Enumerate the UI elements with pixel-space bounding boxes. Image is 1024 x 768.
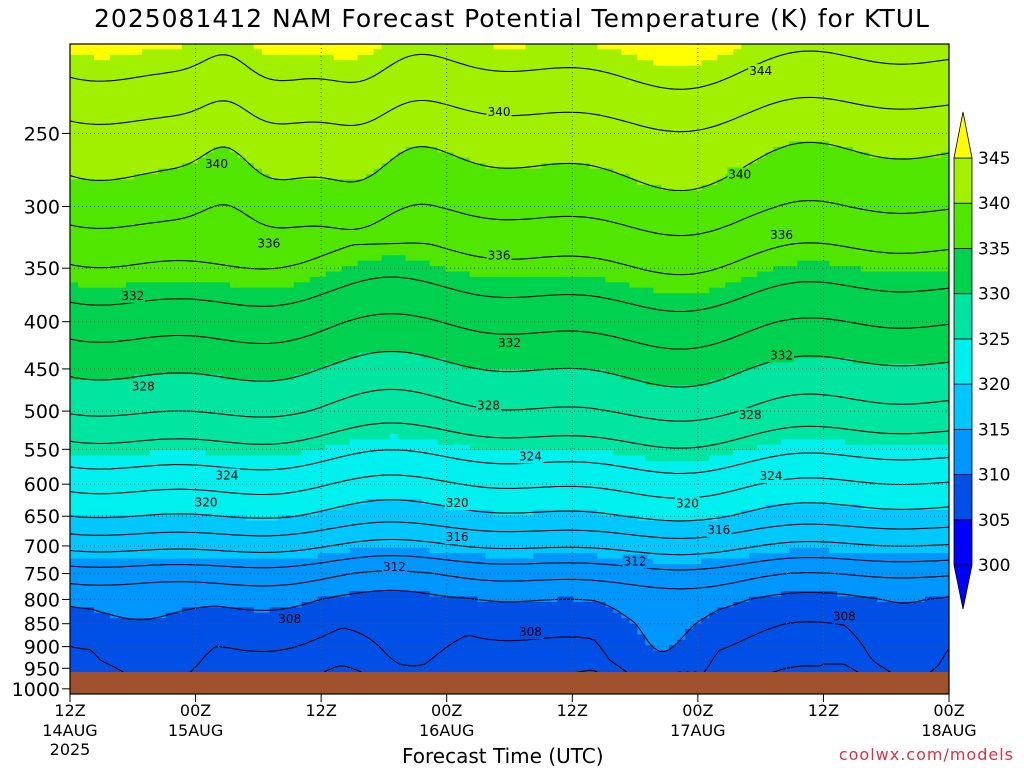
y-tick-label: 800 [24, 589, 60, 611]
y-tick-label: 500 [24, 401, 60, 423]
ground-surface [70, 672, 949, 694]
contour-label: 324 [760, 469, 783, 483]
x-tick-label: 00Z [431, 701, 462, 720]
x-tick-label: 15AUG [168, 721, 223, 740]
x-tick-label: 12Z [54, 701, 85, 720]
contour-label: 332 [498, 336, 521, 350]
contour-line-314 [70, 555, 949, 571]
contour-line-340 [70, 141, 949, 192]
y-tick-label: 250 [24, 123, 60, 145]
colorbar-max-arrow [953, 111, 973, 159]
x-tick-label: 12Z [808, 701, 839, 720]
contour-label: 320 [195, 495, 218, 509]
y-tick-label: 400 [24, 312, 60, 334]
x-tick-label: 12Z [557, 701, 588, 720]
contour-line-308 [70, 621, 949, 692]
colorbar-band [953, 519, 973, 566]
chart-title: 2025081412 NAM Forecast Potential Temper… [94, 4, 930, 33]
contour-label: 312 [624, 555, 647, 569]
y-tick-label: 700 [24, 536, 60, 558]
contour-label: 332 [770, 348, 793, 362]
colorbar-band [953, 202, 973, 249]
y-tick-label: 850 [24, 614, 60, 636]
y-tick-label: 300 [24, 196, 60, 218]
contour-label: 336 [257, 236, 280, 250]
contour-label: 336 [488, 248, 511, 262]
contour-label: 332 [121, 289, 144, 303]
contour-line-344 [70, 50, 949, 90]
contour-label: 324 [519, 450, 542, 464]
y-tick-label: 550 [24, 439, 60, 461]
contour-line-310 [70, 589, 949, 653]
x-tick-label: 18AUG [921, 721, 976, 740]
contour-line-334 [70, 276, 949, 313]
contour-label: 328 [132, 379, 155, 393]
contour-label: 316 [446, 530, 469, 544]
x-axis-label: Forecast Time (UTC) [402, 744, 604, 768]
y-tick-label: 450 [24, 359, 60, 381]
x-tick-label: 2025 [50, 740, 91, 759]
x-tick-label: 00Z [180, 701, 211, 720]
colorbar-tick-label: 340 [978, 194, 1010, 214]
y-tick-label: 600 [24, 474, 60, 496]
colorbar-band [953, 157, 973, 204]
contour-line-312 [70, 570, 949, 590]
colorbar-band [953, 293, 973, 340]
y-tick-label: 750 [24, 564, 60, 586]
contour-label: 308 [278, 612, 301, 626]
contour-line-324 [70, 449, 949, 475]
contour-label: 320 [676, 497, 699, 511]
contour-line-338 [70, 200, 949, 237]
contour-label: 328 [477, 398, 500, 412]
y-tick-label: 1000 [12, 679, 60, 701]
contour-label: 336 [770, 228, 793, 242]
y-tick-label: 950 [24, 658, 60, 680]
colorbar-band [953, 474, 973, 521]
x-tick-label: 16AUG [419, 721, 474, 740]
x-tick-label: 00Z [682, 701, 713, 720]
colorbar-tick-label: 300 [978, 556, 1010, 576]
colorbar-tick-label: 325 [978, 330, 1010, 350]
colorbar-tick-label: 345 [978, 149, 1010, 169]
contour-label: 344 [749, 64, 772, 78]
contour-label: 340 [728, 167, 751, 181]
contour-line-322 [70, 474, 949, 499]
contour-line-330 [70, 350, 949, 388]
x-tick-label: 17AUG [670, 721, 725, 740]
colorbar-band [953, 338, 973, 385]
colorbar-band [953, 428, 973, 475]
contour-line-318 [70, 521, 949, 539]
contour-label: 316 [707, 523, 730, 537]
colorbar-tick-label: 320 [978, 375, 1010, 395]
colorbar-tick-label: 315 [978, 420, 1010, 440]
contour-line-320 [70, 499, 949, 522]
contour-line-326 [70, 422, 949, 449]
credit-link[interactable]: coolwx.com/models [838, 745, 1014, 764]
colorbar-band [953, 248, 973, 295]
colorbar-tick-label: 310 [978, 466, 1010, 486]
colorbar-tick-label: 335 [978, 239, 1010, 259]
x-tick-label: 14AUG [42, 721, 97, 740]
colorbar-tick-label: 330 [978, 285, 1010, 305]
contour-label: 340 [488, 105, 511, 119]
colorbar-band [953, 383, 973, 430]
contour-label: 340 [205, 157, 228, 171]
contour-label: 308 [519, 625, 542, 639]
x-tick-label: 00Z [933, 701, 964, 720]
contour-label: 308 [833, 610, 856, 624]
y-tick-label: 900 [24, 637, 60, 659]
contour-line-316 [70, 538, 949, 556]
x-tick-label: 12Z [305, 701, 336, 720]
y-tick-label: 350 [24, 258, 60, 280]
y-tick-label: 650 [24, 506, 60, 528]
contour-line-328 [70, 388, 949, 422]
colorbar-tick-label: 305 [978, 511, 1010, 531]
contour-line-332 [70, 313, 949, 350]
colorbar-min-arrow [953, 564, 973, 610]
contour-label: 328 [739, 408, 762, 422]
contour-label: 312 [383, 560, 406, 574]
contour-label: 320 [446, 496, 469, 510]
contour-label: 324 [216, 468, 239, 482]
